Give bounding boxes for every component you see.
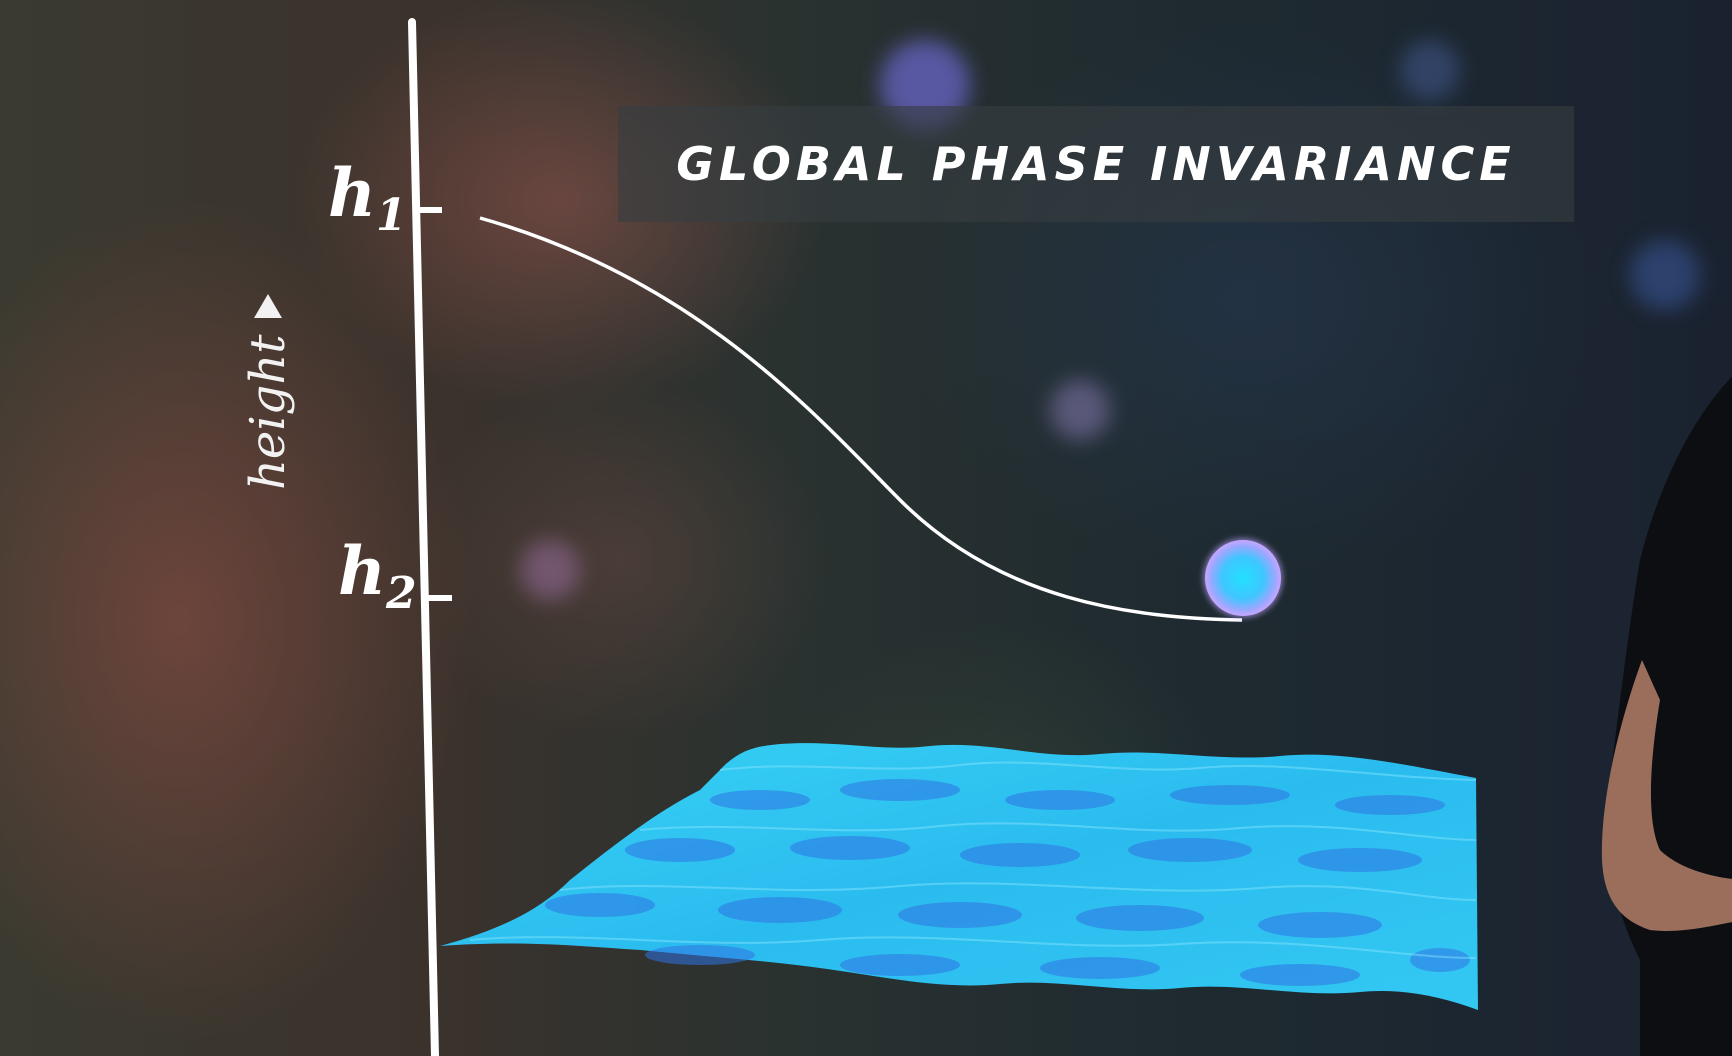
- bokeh-light: [1400, 40, 1460, 100]
- bokeh-light: [520, 540, 580, 600]
- ball: [1205, 540, 1281, 616]
- arrow-up-icon: [254, 294, 282, 319]
- tick-label-h2: h2: [338, 538, 417, 616]
- height-axis: [408, 18, 439, 1056]
- bokeh-light: [1630, 240, 1700, 310]
- axis-title: height: [238, 290, 298, 490]
- tick-label-h2-symbol: h: [338, 532, 386, 610]
- diagram-title: GLOBAL PHASE INVARIANCE: [676, 137, 1516, 191]
- field-surface: [440, 743, 1478, 1010]
- tick-label-h1-symbol: h: [328, 154, 376, 232]
- axis-title-text: height: [240, 334, 296, 490]
- presenter-figure: [1601, 376, 1732, 1056]
- tick-label-h1-subscript: 1: [376, 190, 407, 241]
- bokeh-light: [1050, 380, 1110, 440]
- tick-label-h2-subscript: 2: [386, 568, 417, 619]
- potential-curve: [479, 216, 1243, 622]
- tick-label-h1: h1: [328, 160, 407, 238]
- title-banner: GLOBAL PHASE INVARIANCE: [618, 106, 1574, 222]
